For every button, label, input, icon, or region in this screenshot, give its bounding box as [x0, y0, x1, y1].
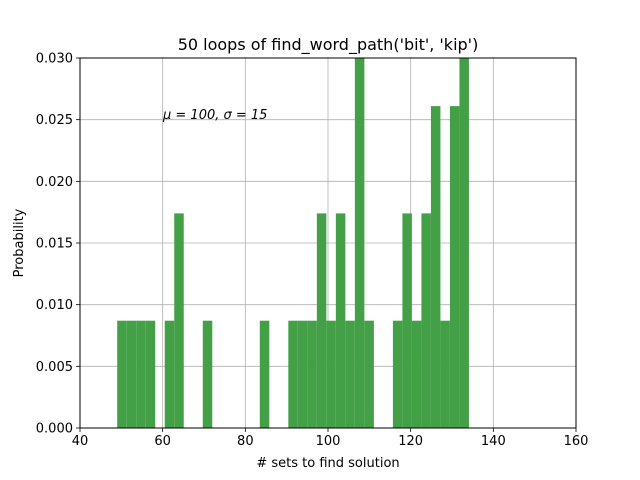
- histogram-bar: [288, 320, 298, 428]
- histogram-bars: [117, 58, 469, 428]
- y-tick-label: 0.000: [36, 422, 73, 437]
- histogram-bar: [421, 213, 431, 428]
- stats-annotation: μ = 100, σ = 15: [162, 108, 267, 123]
- axis-ticks: 40 60 80 100 120 140 160 0.000 0.005 0.010 0.015 0.…: [36, 52, 589, 450]
- histogram-bar: [411, 320, 422, 428]
- histogram-bar: [430, 106, 441, 428]
- x-tick-label: 120: [398, 434, 423, 449]
- y-tick-label: 0.020: [36, 175, 73, 190]
- histogram-bar: [145, 320, 156, 428]
- histogram-bar: [326, 320, 336, 428]
- x-tick-label: 40: [72, 434, 89, 449]
- histogram-bar: [297, 320, 308, 428]
- y-tick-label: 0.030: [36, 52, 73, 67]
- histogram-bar: [402, 213, 412, 428]
- y-tick-label: 0.010: [36, 298, 73, 313]
- histogram-bar: [117, 320, 127, 428]
- x-tick-label: 140: [481, 434, 506, 449]
- histogram-bar: [335, 213, 346, 428]
- histogram-bar: [316, 213, 327, 428]
- histogram-bar: [440, 320, 450, 428]
- x-tick-label: 160: [564, 434, 589, 449]
- histogram-bar: [202, 320, 213, 428]
- histogram-bar: [174, 213, 184, 428]
- histogram-bar: [364, 320, 374, 428]
- histogram-bar: [354, 58, 365, 428]
- histogram-bar: [459, 58, 469, 428]
- histogram-bar: [449, 106, 460, 428]
- y-tick-label: 0.015: [36, 237, 73, 252]
- x-tick-label: 80: [237, 434, 254, 449]
- y-tick-label: 0.005: [36, 360, 73, 375]
- x-axis-title: # sets to find solution: [256, 456, 399, 471]
- histogram-bar: [259, 320, 270, 428]
- histogram-bar: [136, 320, 146, 428]
- histogram-bar: [307, 320, 317, 428]
- histogram-bar: [126, 320, 137, 428]
- chart-title: 50 loops of find_word_path('bit', 'kip'): [178, 35, 479, 55]
- histogram-bar: [345, 320, 355, 428]
- x-tick-label: 60: [154, 434, 171, 449]
- histogram-bar: [164, 320, 175, 428]
- histogram-bar: [392, 320, 403, 428]
- x-tick-label: 100: [316, 434, 341, 449]
- y-axis-title: Probability: [12, 208, 27, 277]
- y-tick-label: 0.025: [36, 113, 73, 128]
